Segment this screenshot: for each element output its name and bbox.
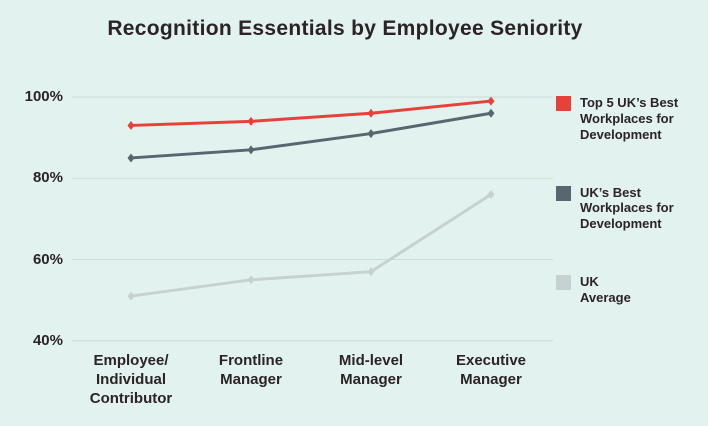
x-axis-category-label: Mid-level Manager bbox=[338, 352, 404, 388]
legend: Top 5 UK’s Best Workplaces for Developme… bbox=[556, 95, 678, 306]
legend-item-uk-best: UK’s Best Workplaces for Development bbox=[556, 185, 678, 233]
legend-swatch-icon bbox=[556, 96, 571, 111]
data-point-marker-top5-uk-best bbox=[487, 96, 495, 106]
series-line-uk-best bbox=[130, 111, 492, 160]
y-axis-tick-label: 100% bbox=[24, 88, 63, 105]
legend-swatch-icon bbox=[556, 275, 571, 291]
legend-item-top5-uk-best: Top 5 UK’s Best Workplaces for Developme… bbox=[556, 95, 678, 143]
y-axis-tick-label: 60% bbox=[32, 250, 63, 268]
data-point-marker-uk-average bbox=[487, 190, 495, 199]
series-line-uk-average bbox=[130, 193, 492, 298]
chart-title: Recognition Essentials by Employee Senio… bbox=[107, 17, 583, 40]
data-point-marker-uk-best bbox=[487, 108, 495, 118]
legend-label: UK Average bbox=[580, 274, 631, 306]
legend-label: Top 5 UK’s Best Workplaces for Developme… bbox=[580, 95, 679, 142]
data-point-marker-top5-uk-best bbox=[127, 120, 135, 130]
data-point-marker-uk-average bbox=[127, 291, 135, 301]
y-axis-tick-label: 40% bbox=[32, 331, 63, 349]
y-axis-tick-label: 80% bbox=[32, 169, 63, 187]
data-point-marker-uk-average bbox=[247, 275, 255, 285]
data-point-marker-uk-average bbox=[367, 267, 375, 277]
series-line-top5-uk-best bbox=[130, 99, 492, 127]
x-axis-category-label: Employee/ Individual Contributor bbox=[89, 352, 173, 407]
legend-swatch-icon bbox=[556, 185, 571, 201]
data-point-marker-top5-uk-best bbox=[367, 108, 375, 118]
x-axis-category-label: Frontline Manager bbox=[218, 352, 284, 388]
data-point-marker-uk-best bbox=[247, 145, 255, 155]
x-axis-category-label: Executive Manager bbox=[455, 352, 527, 388]
data-point-marker-uk-best bbox=[367, 129, 375, 139]
data-point-marker-uk-best bbox=[127, 153, 135, 163]
legend-item-uk-average: UK Average bbox=[556, 274, 678, 306]
data-point-marker-top5-uk-best bbox=[247, 116, 255, 126]
legend-label: UK’s Best Workplaces for Development bbox=[580, 184, 674, 232]
